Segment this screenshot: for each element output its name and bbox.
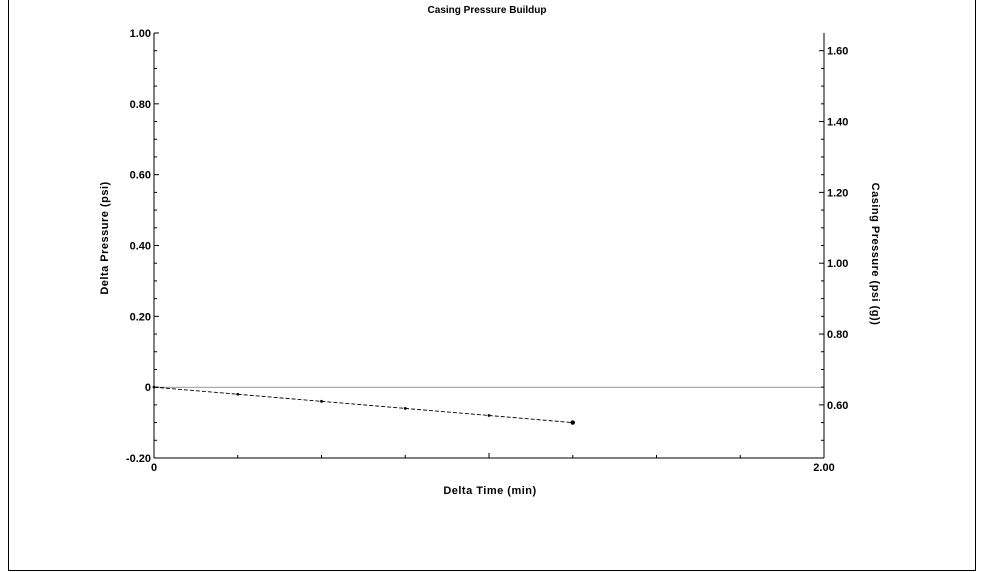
y2-tick-label: 1.00 xyxy=(827,258,848,270)
x-tick-label: 2.00 xyxy=(813,462,834,474)
y-tick-label: 1.00 xyxy=(130,28,151,40)
casing-pressure-chart: Casing Pressure Buildup -0.2000.200.400.… xyxy=(99,5,881,497)
data-point xyxy=(320,399,323,403)
y2-axis-label: Casing Pressure (psi (g)) xyxy=(869,183,881,326)
y-tick-label: 0 xyxy=(145,382,151,394)
chart-title: Casing Pressure Buildup xyxy=(428,5,547,16)
data-point xyxy=(487,414,491,417)
x-axis-label: Delta Time (min) xyxy=(443,485,536,497)
y-tick-label: 0.80 xyxy=(130,99,151,111)
series-layer xyxy=(152,385,575,425)
y2-tick-label: 1.20 xyxy=(827,187,848,199)
y-axis-label: Delta Pressure (psi) xyxy=(99,181,111,294)
y2-tick-label: 0.80 xyxy=(827,329,848,341)
y2-tick-label: 0.60 xyxy=(827,400,848,412)
data-point xyxy=(570,420,575,425)
data-point xyxy=(403,407,407,410)
data-point xyxy=(236,392,240,396)
chart-frame: Casing Pressure Buildup -0.20 0 0.20 0.40 0.… xyxy=(8,0,976,571)
y-axis-ticks: -0.20 0 0.20 0.40 0.60 0.80 1.00 xyxy=(126,28,159,465)
series-line xyxy=(153,386,573,424)
y2-tick-label: 1.60 xyxy=(827,46,848,58)
y-tick-label: -0.20 xyxy=(126,453,151,465)
x-tick-label: 0 xyxy=(151,462,157,474)
y2-tick-label: 1.40 xyxy=(827,117,848,129)
y2-axis-ticks: 0.60 0.80 1.00 1.20 1.40 1.60 xyxy=(819,46,848,441)
y-tick-label: 0.20 xyxy=(130,311,151,323)
y-tick-label: 0.60 xyxy=(130,170,151,182)
x-axis-ticks: 0 2.00 xyxy=(151,453,835,474)
y-tick-label: 0.40 xyxy=(130,241,151,253)
